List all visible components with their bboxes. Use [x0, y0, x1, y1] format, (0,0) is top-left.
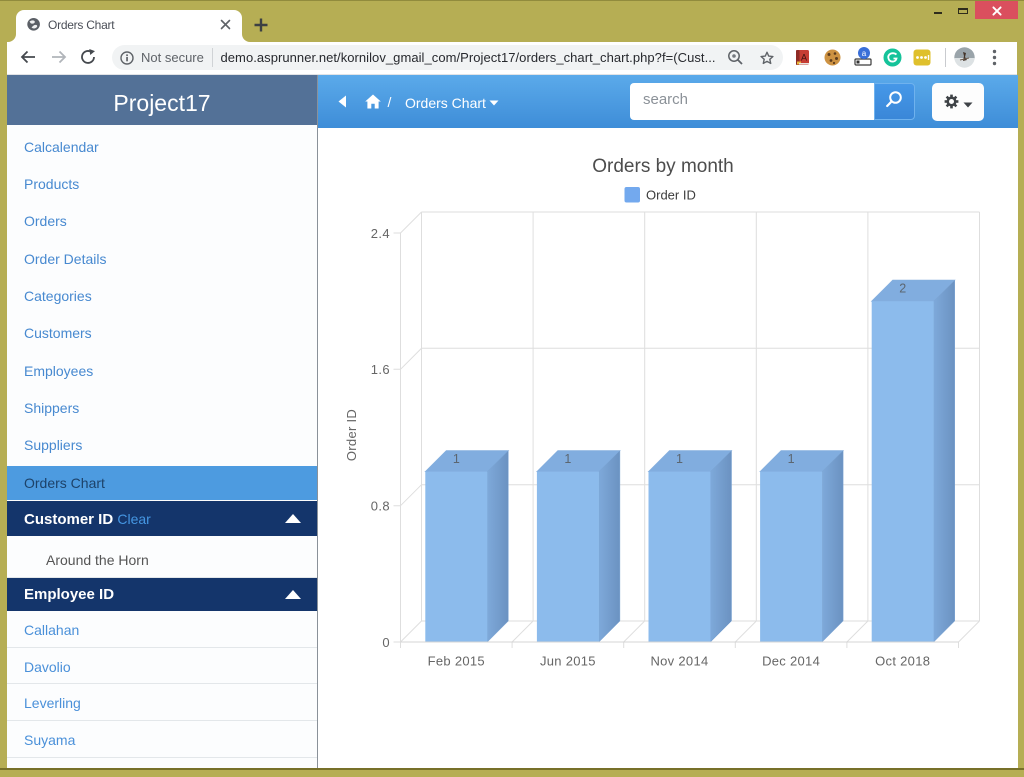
- svg-text:Dec 2014: Dec 2014: [762, 654, 820, 669]
- svg-text:0: 0: [382, 635, 390, 650]
- svg-text:Oct 2018: Oct 2018: [875, 654, 930, 669]
- svg-text:1.6: 1.6: [371, 362, 390, 377]
- svg-text:2: 2: [899, 281, 906, 295]
- svg-text:a: a: [862, 49, 867, 58]
- svg-text:Order ID: Order ID: [344, 409, 359, 461]
- svg-text:Orders by month: Orders by month: [592, 156, 734, 177]
- svg-text:2.4: 2.4: [371, 226, 390, 241]
- svg-text:Order ID: Order ID: [646, 188, 696, 203]
- svg-text:0.8: 0.8: [371, 499, 390, 514]
- svg-text:1: 1: [453, 452, 460, 466]
- svg-text:Nov 2014: Nov 2014: [650, 654, 708, 669]
- svg-text:Jun 2015: Jun 2015: [540, 654, 596, 669]
- svg-text:Feb 2015: Feb 2015: [428, 654, 485, 669]
- svg-text:A: A: [801, 53, 807, 63]
